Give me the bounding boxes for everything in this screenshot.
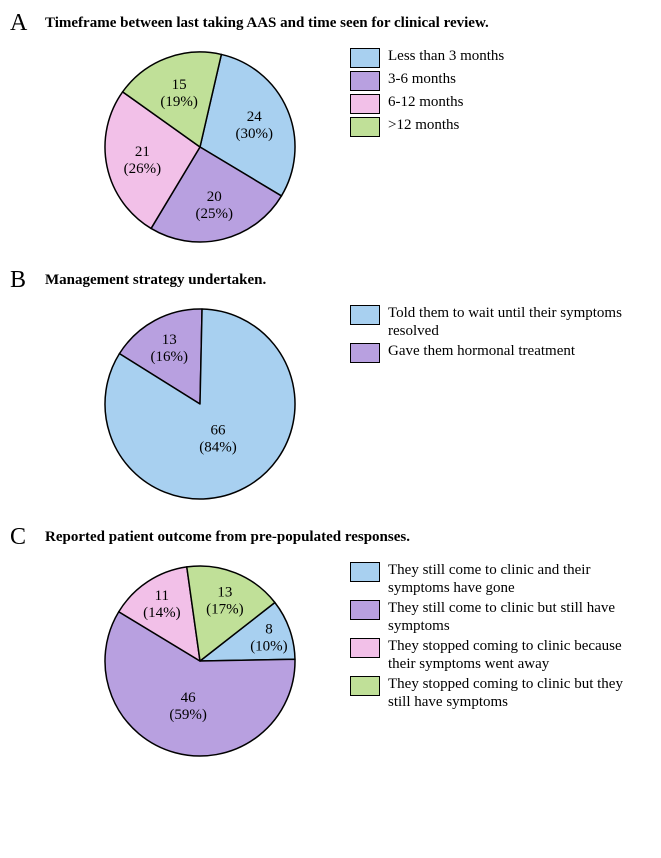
legend-row: They still come to clinic but still have…	[350, 599, 628, 635]
legend-row: 6-12 months	[350, 93, 504, 114]
legend-row: Gave them hormonal treatment	[350, 342, 628, 363]
slice-pct: (25%)	[195, 206, 233, 222]
slice-pct: (26%)	[124, 161, 162, 177]
pie-chart: 24(30%) 20(25%) 21(26%) 15(19%)	[70, 42, 330, 252]
panel-letter: C	[10, 524, 45, 551]
panel-letter: A	[10, 10, 45, 37]
slice-pct: (16%)	[151, 349, 189, 365]
legend-row: Told them to wait until their symptoms r…	[350, 304, 628, 340]
legend-swatch	[350, 71, 380, 91]
slice-count: 20	[207, 189, 222, 205]
panel-title: Management strategy undertaken.	[45, 267, 266, 289]
panel-body: 13(16%) 66(84%) Told them to wait until th…	[10, 299, 651, 514]
legend-label: Gave them hormonal treatment	[388, 342, 575, 360]
panel-body: 8(10%) 46(59%) 11(14%) 13(17%) They still co…	[10, 556, 651, 771]
legend-label: Told them to wait until their symptoms r…	[388, 304, 628, 340]
legend-swatch	[350, 638, 380, 658]
panel-letter: B	[10, 267, 45, 294]
pie-chart: 8(10%) 46(59%) 11(14%) 13(17%)	[70, 556, 330, 766]
slice-pct: (14%)	[143, 605, 181, 621]
slice-pct: (84%)	[199, 439, 237, 455]
legend: They still come to clinic and their symp…	[350, 561, 628, 713]
legend-label: They still come to clinic and their symp…	[388, 561, 628, 597]
legend: Told them to wait until their symptoms r…	[350, 304, 628, 365]
slice-count: 8	[265, 622, 273, 638]
slice-pct: (10%)	[250, 639, 287, 655]
legend-label: >12 months	[388, 116, 459, 134]
legend-swatch	[350, 343, 380, 363]
panel-title: Reported patient outcome from pre-popula…	[45, 524, 410, 546]
legend-label: 3-6 months	[388, 70, 456, 88]
slice-count: 11	[155, 588, 169, 604]
panel-body: 24(30%) 20(25%) 21(26%) 15(19%) Less than 3 …	[10, 42, 651, 257]
legend-swatch	[350, 94, 380, 114]
slice-count: 13	[217, 584, 232, 600]
panel-B: BManagement strategy undertaken. 13(16%) 6…	[10, 267, 651, 514]
legend-swatch	[350, 600, 380, 620]
slice-count: 66	[211, 422, 227, 438]
legend-swatch	[350, 48, 380, 68]
legend-label: 6-12 months	[388, 93, 463, 111]
slice-count: 46	[181, 690, 197, 706]
legend-swatch	[350, 676, 380, 696]
legend-row: 3-6 months	[350, 70, 504, 91]
slice-count: 15	[172, 77, 187, 93]
legend: Less than 3 months 3-6 months 6-12 months >…	[350, 47, 504, 139]
legend-row: Less than 3 months	[350, 47, 504, 68]
legend-row: >12 months	[350, 116, 504, 137]
legend-swatch	[350, 305, 380, 325]
pie-wrap: 13(16%) 66(84%)	[70, 299, 330, 514]
panel-title: Timeframe between last taking AAS and ti…	[45, 10, 489, 32]
legend-row: They stopped coming to clinic but they s…	[350, 675, 628, 711]
pie-wrap: 24(30%) 20(25%) 21(26%) 15(19%)	[70, 42, 330, 257]
panel-header: BManagement strategy undertaken.	[10, 267, 651, 294]
panel-header: CReported patient outcome from pre-popul…	[10, 524, 651, 551]
pie-wrap: 8(10%) 46(59%) 11(14%) 13(17%)	[70, 556, 330, 771]
legend-row: They stopped coming to clinic because th…	[350, 637, 628, 673]
slice-pct: (59%)	[169, 707, 207, 723]
pie-chart: 13(16%) 66(84%)	[70, 299, 330, 509]
panel-A: ATimeframe between last taking AAS and t…	[10, 10, 651, 257]
panel-header: ATimeframe between last taking AAS and t…	[10, 10, 651, 37]
legend-label: They stopped coming to clinic but they s…	[388, 675, 628, 711]
legend-label: They still come to clinic but still have…	[388, 599, 628, 635]
legend-label: Less than 3 months	[388, 47, 504, 65]
slice-pct: (17%)	[206, 601, 244, 617]
slice-count: 13	[162, 332, 177, 348]
legend-swatch	[350, 562, 380, 582]
slice-count: 24	[247, 109, 263, 125]
legend-row: They still come to clinic and their symp…	[350, 561, 628, 597]
slice-count: 21	[135, 144, 150, 160]
slice-pct: (30%)	[235, 126, 273, 142]
legend-label: They stopped coming to clinic because th…	[388, 637, 628, 673]
legend-swatch	[350, 117, 380, 137]
panel-C: CReported patient outcome from pre-popul…	[10, 524, 651, 771]
slice-pct: (19%)	[160, 94, 198, 110]
